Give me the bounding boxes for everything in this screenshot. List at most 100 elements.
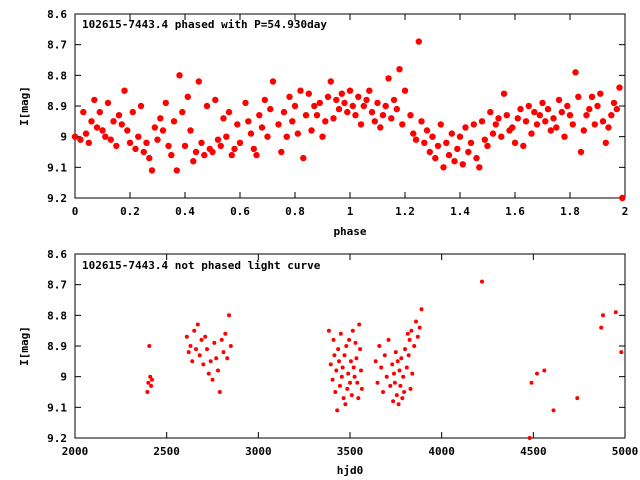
data-point	[212, 96, 219, 104]
data-point	[566, 112, 574, 119]
data-point	[186, 350, 191, 355]
x-tick-label: 4000	[428, 445, 455, 458]
data-point	[351, 365, 356, 370]
data-point	[330, 377, 335, 382]
data-point	[610, 99, 618, 107]
data-point	[511, 139, 519, 146]
data-point	[223, 133, 230, 140]
x-tick-label: 3000	[245, 445, 272, 458]
y-tick-label: 9.2	[47, 432, 67, 445]
data-point	[550, 115, 557, 122]
y-tick-label: 8.9	[47, 100, 67, 113]
data-point	[542, 368, 547, 373]
data-point	[220, 115, 227, 122]
data-point	[188, 344, 193, 348]
data-point	[531, 108, 538, 116]
data-point	[520, 142, 527, 150]
data-point	[414, 319, 418, 324]
data-point	[544, 105, 552, 113]
data-point	[437, 121, 444, 128]
data-point	[300, 154, 307, 162]
data-point	[462, 124, 469, 131]
data-point	[366, 87, 373, 94]
data-point	[302, 112, 310, 119]
data-point	[223, 331, 228, 336]
data-point	[384, 374, 389, 379]
data-point	[388, 383, 393, 388]
data-point	[605, 124, 612, 131]
data-point	[148, 167, 156, 174]
plot-frame	[74, 253, 626, 439]
data-point	[113, 142, 120, 150]
data-point	[96, 108, 104, 116]
data-point	[350, 328, 355, 333]
data-point	[234, 121, 241, 128]
data-point	[454, 145, 461, 153]
data-point	[569, 121, 576, 128]
data-point	[426, 148, 433, 156]
data-point	[377, 344, 382, 348]
data-point	[330, 115, 337, 122]
data-point	[115, 112, 123, 119]
data-point	[337, 383, 342, 388]
data-point	[407, 337, 412, 342]
data-point	[591, 121, 598, 128]
data-point	[616, 84, 623, 91]
data-point	[355, 93, 362, 101]
data-point	[150, 377, 154, 382]
x-tick-label: 5000	[612, 445, 639, 458]
data-point	[542, 118, 549, 125]
data-point	[357, 121, 365, 128]
data-point	[401, 374, 406, 379]
data-point	[398, 383, 403, 388]
y-axis-label: I[mag]	[18, 326, 31, 366]
data-point	[388, 115, 395, 122]
data-point	[432, 154, 439, 162]
data-point	[137, 102, 145, 110]
data-point	[256, 112, 263, 119]
data-point	[305, 90, 312, 97]
data-point	[448, 130, 455, 137]
data-point	[71, 133, 79, 140]
data-point	[242, 99, 249, 107]
data-point	[451, 158, 458, 165]
data-point	[338, 331, 343, 336]
data-point	[205, 347, 209, 352]
data-point	[337, 359, 341, 364]
data-point	[168, 151, 175, 159]
data-point	[341, 396, 346, 401]
data-point	[165, 142, 172, 150]
data-point	[613, 310, 618, 315]
data-point	[291, 102, 299, 110]
data-point	[393, 350, 398, 355]
data-point	[261, 96, 268, 104]
data-point	[536, 112, 543, 119]
data-point	[348, 359, 353, 364]
data-point	[495, 115, 502, 122]
data-point	[484, 142, 491, 150]
data-point	[349, 102, 356, 110]
data-point	[354, 356, 359, 361]
data-point	[313, 112, 321, 119]
y-ticks: 8.6 8.7 8.8 8.9 9 9.1 9.2	[47, 8, 625, 205]
data-point	[308, 127, 315, 134]
x-tick-label: 0.8	[285, 205, 305, 218]
data-point	[391, 399, 396, 404]
data-point	[275, 121, 282, 128]
data-point	[190, 359, 195, 364]
x-axis-label: hjd0	[337, 464, 364, 477]
data-point	[492, 121, 499, 128]
data-point	[176, 72, 183, 79]
data-point	[328, 362, 333, 367]
data-point	[396, 66, 403, 73]
data-point	[407, 112, 414, 119]
data-point	[289, 118, 296, 125]
data-point	[344, 344, 349, 348]
data-point	[149, 383, 154, 388]
data-point	[214, 136, 222, 143]
data-point	[110, 118, 117, 125]
data-point	[187, 127, 194, 134]
data-point	[355, 380, 360, 385]
data-point	[551, 408, 556, 413]
x-tick-label: 1.4	[450, 205, 470, 218]
